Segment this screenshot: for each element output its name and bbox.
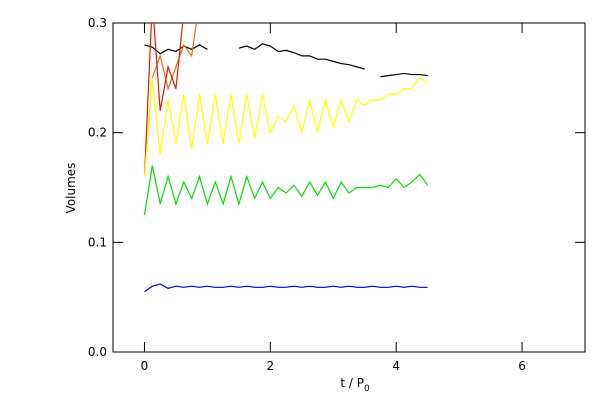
series-line [143, 76, 429, 177]
x-axis-label: t / P0 [340, 376, 370, 394]
y-axis-label: Volumes [64, 163, 78, 214]
x-tick-label: 6 [518, 359, 526, 373]
x-axis-label-main: t / P [340, 376, 364, 390]
series-line [143, 165, 429, 216]
x-tick-label: 0 [141, 359, 149, 373]
y-tick-label: 0.0 [88, 345, 107, 359]
y-tick-label: 0.3 [88, 16, 107, 30]
series-line [144, 43, 428, 78]
series-line [143, 23, 184, 177]
y-tick-label: 0.2 [88, 126, 107, 140]
lines [143, 23, 429, 293]
x-axis-label-sub: 0 [364, 384, 370, 394]
y-tick-label: 0.1 [88, 235, 107, 249]
plot-frame [112, 22, 586, 353]
x-tick-label: 2 [267, 359, 275, 373]
series-line [143, 23, 197, 177]
x-tick-label: 4 [392, 359, 400, 373]
series-line [144, 283, 428, 293]
